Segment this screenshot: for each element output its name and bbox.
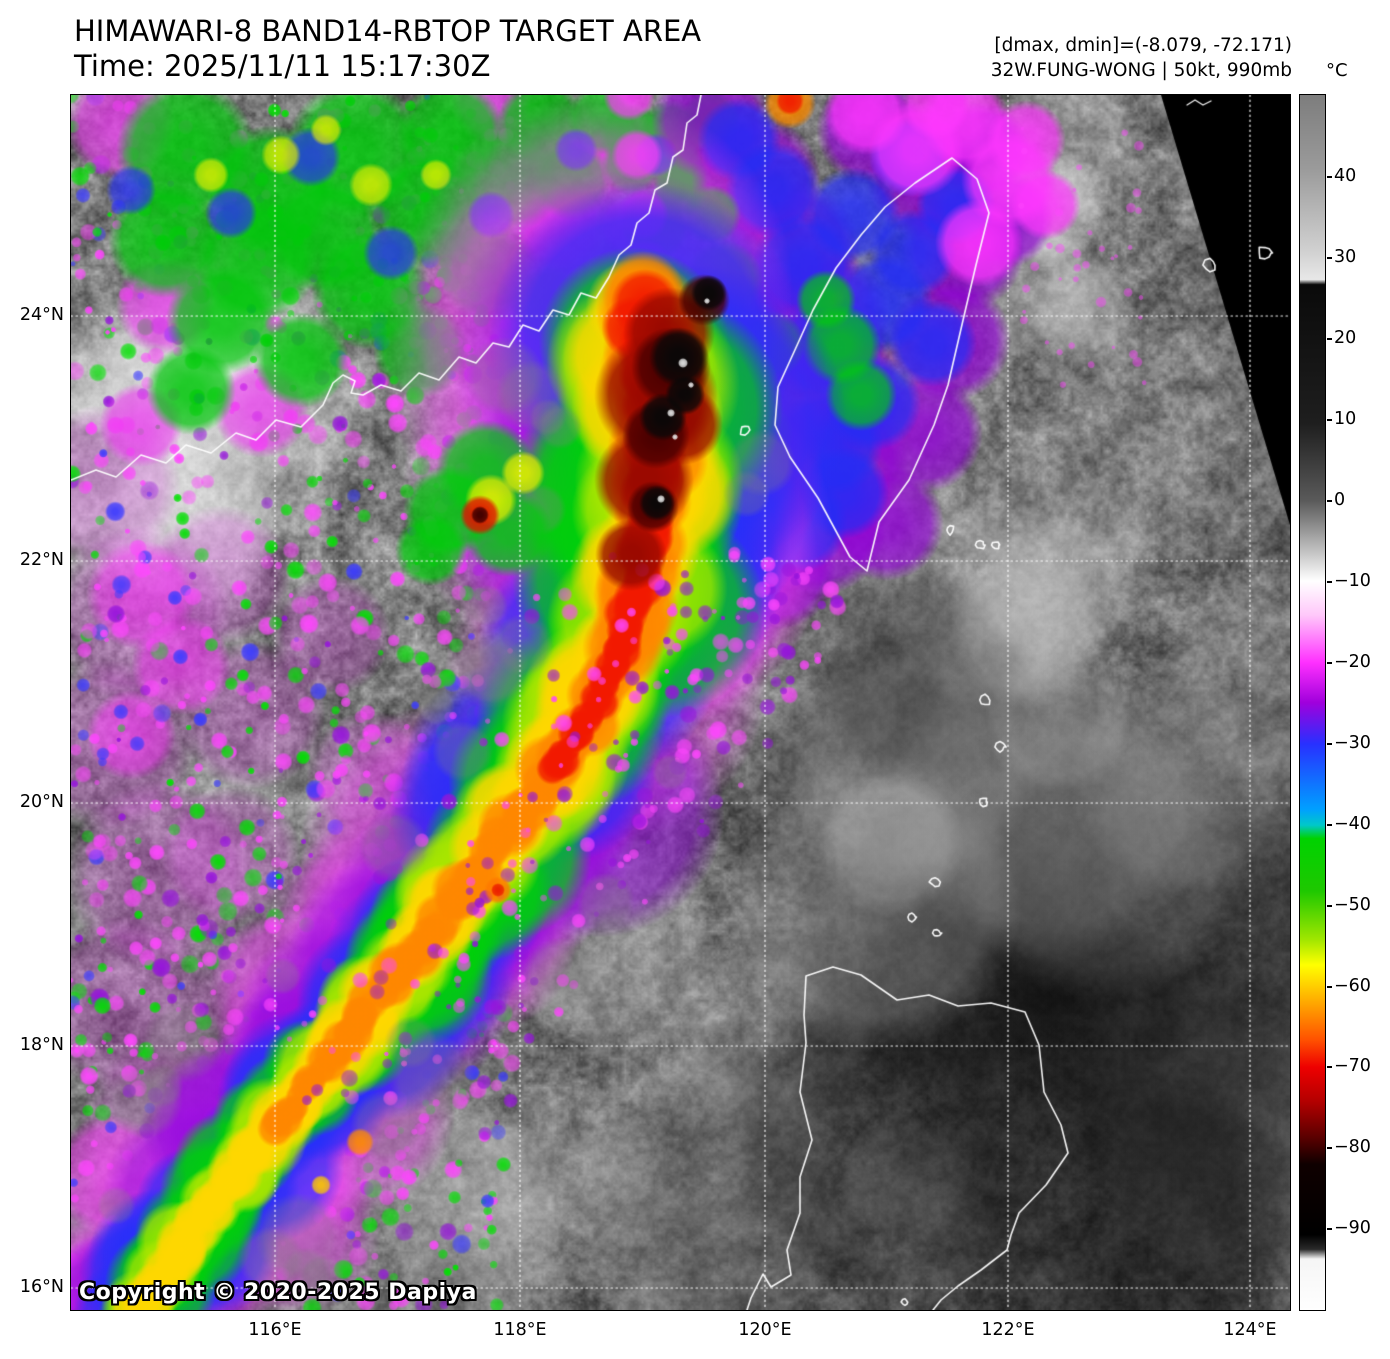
lat-label-16n: 16°N: [19, 1277, 64, 1297]
colorbar-tick-label: 10: [1334, 409, 1357, 430]
colorbar-tick-mark: [1327, 500, 1332, 502]
colorbar-unit-label: °C: [1326, 60, 1348, 81]
lon-label-124e: 124°E: [1223, 1320, 1277, 1340]
colorbar-tick-mark: [1327, 985, 1332, 988]
satellite-image-canvas: [71, 95, 1290, 1310]
colorbar-tick-mark: [1327, 1066, 1332, 1069]
lon-label-120e: 120°E: [738, 1320, 792, 1340]
colorbar-tick-mark: [1327, 176, 1332, 179]
colorbar-tick-mark: [1327, 823, 1332, 826]
colorbar-tick-mark: [1327, 419, 1332, 422]
lat-label-24n: 24°N: [19, 305, 64, 325]
lon-label-116e: 116°E: [248, 1320, 302, 1340]
lon-label-122e: 122°E: [981, 1320, 1035, 1340]
colorbar-tick-label: 20: [1334, 328, 1357, 349]
colorbar-tick-label: −30: [1334, 732, 1371, 753]
colorbar-tick-label: 0: [1334, 490, 1346, 510]
lat-label-18n: 18°N: [19, 1035, 64, 1055]
colorbar-tick-mark: [1327, 661, 1332, 664]
product-title: HIMAWARI-8 BAND14-RBTOP TARGET AREA: [74, 14, 702, 48]
colorbar-tick-label: −90: [1334, 1218, 1371, 1239]
lat-label-20n: 20°N: [19, 792, 64, 812]
colorbar-tick-mark: [1327, 257, 1332, 260]
colorbar-tick-mark: [1327, 1147, 1332, 1150]
lon-label-118e: 118°E: [493, 1320, 547, 1340]
colorbar-tick-label: 40: [1334, 166, 1357, 187]
header-right-info: [dmax, dmin]=(-8.079, -72.171) 32W.FUNG-…: [991, 33, 1292, 83]
colorbar-tick-mark: [1327, 338, 1332, 341]
copyright-label: Copyright © 2020-2025 Dapiya: [79, 1280, 477, 1305]
colorbar-tick-label: −10: [1334, 570, 1371, 591]
colorbar-tick-label: −50: [1334, 894, 1371, 915]
colorbar-tick-label: −60: [1334, 975, 1371, 996]
colorbar-tick-label: −80: [1334, 1137, 1371, 1158]
lat-label-22n: 22°N: [19, 550, 64, 570]
storm-info-label: 32W.FUNG-WONG | 50kt, 990mb: [990, 60, 1292, 81]
colorbar: [1299, 94, 1326, 1311]
colorbar-tick-label: −40: [1334, 813, 1371, 834]
map-area: Copyright © 2020-2025 Dapiya: [70, 94, 1291, 1311]
colorbar-tick-label: −20: [1334, 651, 1371, 672]
colorbar-tick-mark: [1327, 904, 1332, 907]
colorbar-tick-mark: [1327, 580, 1332, 583]
colorbar-tick-label: 30: [1334, 247, 1357, 268]
time-label: Time: 2025/11/11 15:17:30Z: [74, 49, 491, 83]
colorbar-tick-mark: [1327, 1228, 1332, 1231]
colorbar-tick-label: −70: [1334, 1056, 1371, 1077]
colorbar-tick-mark: [1327, 742, 1332, 745]
dmax-dmin-label: [dmax, dmin]=(-8.079, -72.171): [994, 35, 1292, 56]
